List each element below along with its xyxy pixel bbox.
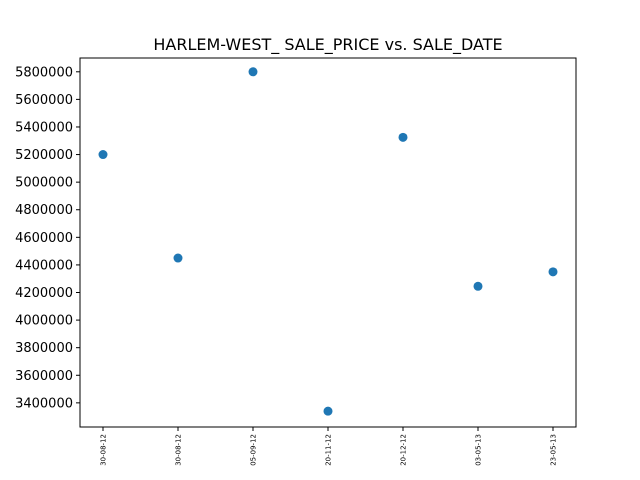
y-tick-label: 4200000 <box>15 286 73 301</box>
y-tick-label: 3800000 <box>15 341 73 356</box>
x-tick-label: 30-08-12 <box>100 434 108 466</box>
y-tick-label: 5200000 <box>15 148 73 163</box>
data-points <box>98 67 558 416</box>
y-tick-label: 3600000 <box>15 369 73 384</box>
x-tick-label: 20-11-12 <box>325 434 333 466</box>
x-axis: 30-08-12 30-08-12 05-09-12 20-11-12 20-12-12… <box>100 427 558 466</box>
x-tick-label: 03-05-13 <box>475 434 483 466</box>
x-tick-label: 23-05-13 <box>550 434 558 466</box>
data-point <box>398 132 408 142</box>
y-tick-label: 4600000 <box>15 231 73 246</box>
plot-area <box>79 57 577 428</box>
x-tick-label: 05-09-12 <box>250 434 258 466</box>
y-tick-label: 5400000 <box>15 120 73 135</box>
y-tick-label: 5600000 <box>15 93 73 108</box>
x-tick-label: 30-08-12 <box>175 434 183 466</box>
y-tick-label: 4400000 <box>15 258 73 273</box>
y-tick-label: 3400000 <box>15 396 73 411</box>
data-point <box>473 281 483 291</box>
x-tick-label: 20-12-12 <box>400 434 408 466</box>
data-point <box>248 67 258 77</box>
y-tick-label: 4000000 <box>15 314 73 329</box>
data-point <box>323 406 333 416</box>
y-tick-label: 4800000 <box>15 203 73 218</box>
data-point <box>548 267 558 277</box>
y-tick-label: 5800000 <box>15 65 73 80</box>
y-tick-label: 5000000 <box>15 176 73 191</box>
data-point <box>173 253 183 263</box>
chart-title: HARLEM-WEST_ SALE_PRICE vs. SALE_DATE <box>153 35 502 55</box>
y-axis: 3400000 3600000 3800000 4000000 4200000 44000… <box>15 65 80 411</box>
data-point <box>98 150 108 160</box>
plot-frame <box>79 57 577 428</box>
